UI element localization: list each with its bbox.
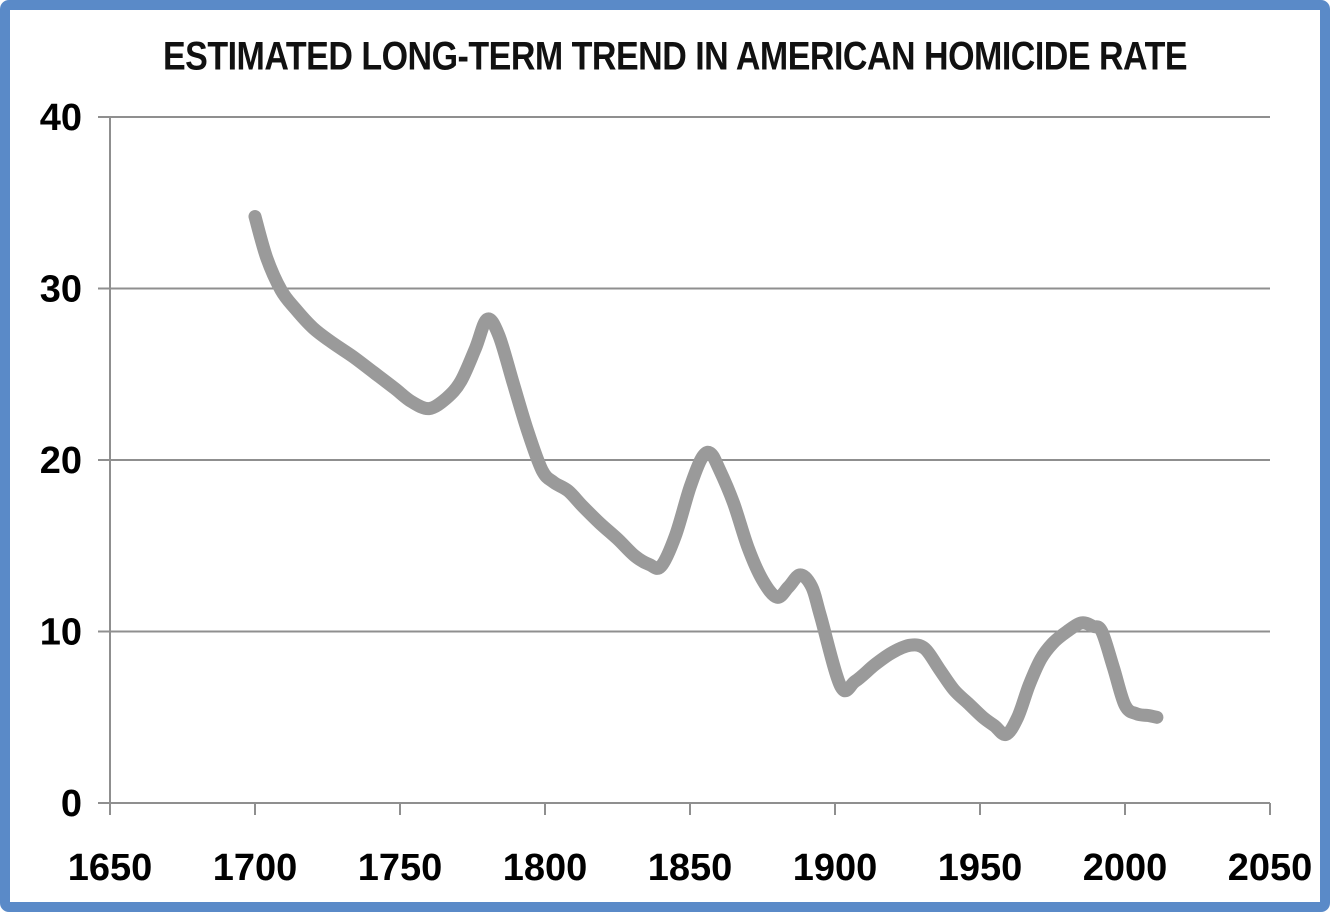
x-tick-label: 1700 <box>213 847 298 889</box>
homicide-rate-trend-line <box>248 210 1164 742</box>
y-tick-label: 0 <box>61 783 82 825</box>
y-tick-label: 10 <box>40 612 82 654</box>
y-tick-label: 30 <box>40 269 82 311</box>
x-tick-label: 1950 <box>938 847 1023 889</box>
x-tick-label: 1900 <box>793 847 878 889</box>
x-tick-label: 2000 <box>1083 847 1168 889</box>
x-tick-label: 1650 <box>68 847 153 889</box>
y-tick-label: 40 <box>40 97 82 139</box>
line-chart: 0 10 20 30 40 1650 1700 1750 1800 1850 1900 1950 200… <box>40 97 1313 889</box>
x-tick-label: 1750 <box>358 847 443 889</box>
chart-title: ESTIMATED LONG-TERM TREND IN AMERICAN HO… <box>162 34 1188 79</box>
x-tick-label: 1850 <box>648 847 733 889</box>
y-tick-label: 20 <box>40 440 82 482</box>
x-tick-label: 2050 <box>1228 847 1313 889</box>
x-tick-label: 1800 <box>503 847 588 889</box>
